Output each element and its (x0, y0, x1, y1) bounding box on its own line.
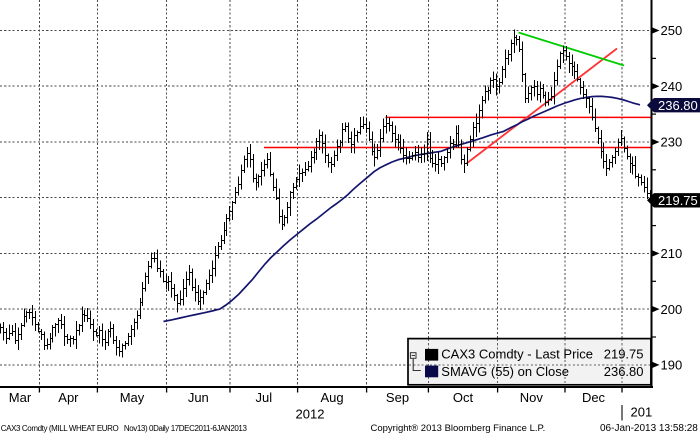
svg-text:Dec: Dec (582, 390, 606, 405)
svg-text:Mar: Mar (9, 390, 32, 405)
svg-text:CAX3 Comdty (MILL WHEAT EURO: CAX3 Comdty (MILL WHEAT EURO Nov13) 0Dai… (1, 424, 248, 433)
svg-text:Copyright® 2013 Bloomberg Fina: Copyright® 2013 Bloomberg Finance L.P. (371, 423, 546, 434)
svg-text:250: 250 (661, 23, 683, 38)
svg-text:236.80: 236.80 (658, 98, 698, 113)
svg-text:Jun: Jun (188, 390, 209, 405)
svg-text:May: May (120, 390, 145, 405)
svg-text:230: 230 (661, 135, 683, 150)
svg-text:201: 201 (631, 405, 653, 420)
svg-text:Aug: Aug (321, 390, 344, 405)
svg-text:236.80: 236.80 (604, 364, 644, 379)
svg-text:Jul: Jul (255, 390, 272, 405)
svg-text:190: 190 (661, 358, 683, 373)
svg-text:210: 210 (661, 246, 683, 261)
svg-text:240: 240 (661, 79, 683, 94)
svg-text:200: 200 (661, 302, 683, 317)
svg-text:219.75: 219.75 (604, 347, 644, 362)
svg-text:06-Jan-2013 13:58:28: 06-Jan-2013 13:58:28 (600, 423, 698, 434)
svg-text:CAX3 Comdty - Last Price: CAX3 Comdty - Last Price (441, 347, 593, 362)
svg-text:219.75: 219.75 (658, 193, 698, 208)
svg-text:SMAVG (55) on Close: SMAVG (55) on Close (441, 364, 569, 379)
svg-text:Oct: Oct (453, 390, 474, 405)
svg-text:Sep: Sep (386, 390, 409, 405)
svg-text:Nov: Nov (520, 390, 544, 405)
svg-text:2012: 2012 (296, 407, 325, 422)
svg-text:Apr: Apr (58, 390, 79, 405)
